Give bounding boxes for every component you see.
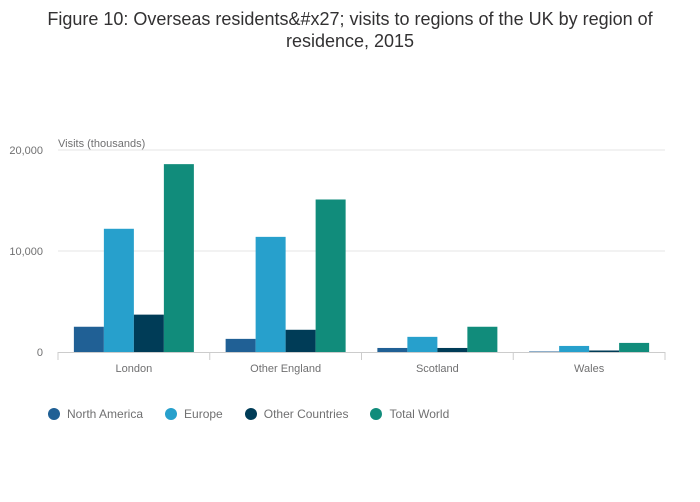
legend-label: Total World: [389, 407, 450, 421]
legend-swatch: [370, 408, 383, 420]
bar-europe[interactable]: [407, 336, 438, 352]
x-tick-label: Scotland: [416, 363, 459, 375]
legend-item-north-america[interactable]: North America: [48, 407, 143, 421]
bar-other-countries[interactable]: [285, 329, 316, 352]
y-tick-label: 0: [37, 347, 43, 359]
legend-swatch: [244, 408, 257, 420]
bar-other-countries[interactable]: [133, 314, 164, 352]
x-tick-label: London: [116, 363, 153, 375]
bar-north-america[interactable]: [225, 338, 256, 352]
legend-item-other-countries[interactable]: Other Countries: [244, 407, 349, 421]
bar-total-world[interactable]: [467, 326, 498, 352]
chart-title: Figure 10: Overseas residents&#x27; visi…: [47, 9, 653, 51]
bar-total-world[interactable]: [163, 164, 194, 352]
legend-label: North America: [67, 407, 144, 421]
bar-north-america[interactable]: [529, 351, 560, 352]
bar-europe[interactable]: [559, 345, 590, 352]
bar-other-countries[interactable]: [589, 350, 620, 352]
legend-item-europe[interactable]: Europe: [165, 407, 223, 421]
legend-swatch: [165, 408, 178, 420]
bar-other-countries[interactable]: [437, 347, 468, 352]
x-tick-label: Other England: [250, 363, 321, 375]
legend-item-total-world[interactable]: Total World: [370, 407, 449, 421]
legend-label: Europe: [184, 407, 223, 421]
bar-total-world[interactable]: [619, 342, 650, 352]
y-tick-label: 10,000: [9, 246, 43, 258]
y-tick-label: 20,000: [9, 145, 43, 157]
bars: [73, 164, 650, 352]
y-axis-ticks: 0 10,000 20,000: [9, 145, 43, 359]
gridlines: [58, 149, 665, 252]
bar-north-america[interactable]: [73, 326, 104, 352]
y-axis-label: Visits (thousands): [58, 138, 145, 150]
legend-label: Other Countries: [263, 407, 349, 421]
x-tick-label: Wales: [574, 363, 605, 375]
legend-swatch: [48, 408, 60, 420]
x-axis: London Other England Scotland Wales: [57, 352, 666, 375]
bar-total-world[interactable]: [315, 199, 346, 352]
bar-north-america[interactable]: [377, 347, 408, 352]
legend: North America Europe Other Countries Total …: [48, 407, 449, 421]
bar-europe[interactable]: [255, 236, 286, 352]
bar-europe[interactable]: [103, 228, 134, 352]
